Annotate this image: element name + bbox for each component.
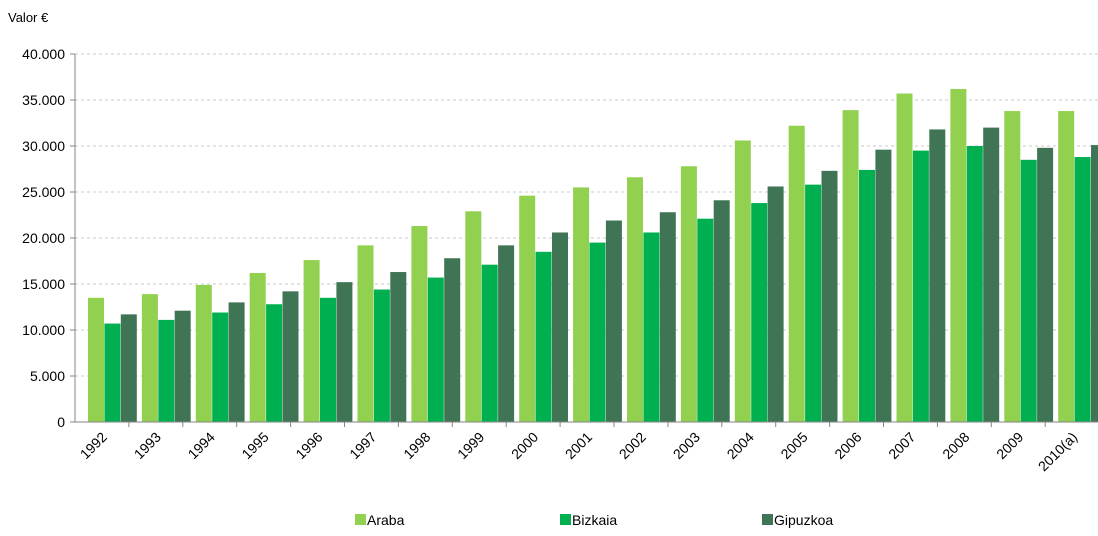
x-tick-label: 2001 [562,429,595,462]
axes [74,54,1098,427]
bar-araba-2007 [896,93,913,422]
bar-araba-2010(a) [1058,111,1075,422]
bar-gipuzkoa-1997 [390,272,407,422]
x-tick-label: 2003 [670,429,703,462]
x-tick-label: 2010(a) [1035,429,1080,474]
y-tick-label: 30.000 [22,138,65,154]
bar-araba-2004 [734,140,751,423]
bar-araba-2006 [842,110,859,423]
bar-araba-1997 [357,245,374,422]
bar-bizkaia-1996 [320,297,336,422]
x-tick-label: 2005 [777,429,810,462]
x-tick-label: 2004 [724,429,757,462]
bar-araba-2005 [788,125,805,422]
y-tick-label: 10.000 [22,322,65,338]
bar-araba-2003 [680,166,697,422]
legend-label-araba: Araba [367,512,405,528]
bar-bizkaia-2010(a) [1074,157,1091,423]
x-tick-label: 2007 [885,429,918,462]
y-tick-label: 5.000 [30,368,65,384]
bar-gipuzkoa-1998 [444,258,461,422]
bar-araba-1994 [195,284,212,422]
x-tick-label: 2008 [939,429,972,462]
legend-swatch-araba [355,514,366,525]
legend-swatch-gipuzkoa [762,514,773,525]
y-tick-label: 0 [57,414,65,430]
x-tick-labels: 1992 1993 1994 1995 1996 1997 1998 1999 2000 2001… [77,429,1081,475]
legend-label-gipuzkoa: Gipuzkoa [774,512,833,528]
bar-araba-1996 [303,260,320,422]
bars [88,88,1098,423]
x-tick-label: 1993 [131,429,164,462]
bar-bizkaia-2007 [912,150,929,422]
bar-bizkaia-1994 [212,312,229,422]
bar-araba-2008 [950,88,967,423]
x-tick-label: 1997 [346,429,379,462]
bar-gipuzkoa-1995 [282,291,299,422]
x-tick-label: 1999 [454,429,487,462]
x-tick-label: 1998 [400,429,433,462]
x-tick-label: 1992 [77,429,110,462]
bar-gipuzkoa-2000 [552,232,568,422]
x-tick-label: 2002 [616,429,649,462]
bar-gipuzkoa-2010(a) [1091,145,1098,422]
bar-gipuzkoa-2005 [821,170,838,422]
bar-araba-1999 [465,211,482,422]
bar-bizkaia-2009 [1020,159,1037,423]
bar-bizkaia-2000 [535,251,552,422]
x-tick-label: 1994 [185,429,218,462]
bar-bizkaia-1992 [104,323,121,422]
bar-gipuzkoa-1996 [336,282,353,422]
legend-label-bizkaia: Bizkaia [572,512,617,528]
bar-gipuzkoa-2004 [767,186,784,422]
y-axis-label: Valor € [8,10,49,25]
bar-bizkaia-1993 [158,319,175,422]
legend-swatch-bizkaia [560,514,571,525]
bar-bizkaia-2008 [966,146,983,422]
bar-gipuzkoa-2008 [983,127,1000,422]
bar-gipuzkoa-1993 [174,310,191,422]
bar-bizkaia-1997 [373,289,390,422]
y-tick-label: 20.000 [22,230,65,246]
y-tick-labels: 0 5.000 10.000 15.000 20.000 25.000 30.000 35.0… [22,46,65,430]
x-tick-label: 2009 [993,429,1026,462]
bar-bizkaia-2006 [859,169,875,422]
bar-gipuzkoa-1992 [120,314,137,422]
bar-gipuzkoa-2002 [659,212,676,422]
bar-araba-1998 [411,226,428,422]
bar-araba-2009 [1004,111,1021,422]
bar-bizkaia-2002 [643,232,660,422]
bar-araba-2001 [573,187,590,422]
bar-araba-1992 [88,297,104,422]
bar-gipuzkoa-1999 [498,245,515,422]
bar-bizkaia-1998 [427,277,444,422]
y-tick-label: 40.000 [22,46,65,62]
x-tick-label: 1995 [238,429,271,462]
y-tick-label: 15.000 [22,276,65,292]
bar-gipuzkoa-2006 [875,149,892,422]
y-tick-label: 25.000 [22,184,65,200]
bar-gipuzkoa-2001 [605,220,622,422]
bar-gipuzkoa-2009 [1037,147,1054,422]
bar-araba-1993 [141,294,158,422]
bar-gipuzkoa-2007 [929,129,946,422]
y-tick-label: 35.000 [22,92,65,108]
bar-bizkaia-2005 [805,184,822,422]
bar-bizkaia-1999 [481,264,498,422]
bar-araba-2002 [627,177,643,422]
x-tick-label: 1996 [292,429,325,462]
bar-bizkaia-2003 [697,218,714,422]
bar-gipuzkoa-1994 [228,302,245,422]
x-tick-label: 2000 [508,429,541,462]
bar-araba-1995 [249,272,266,422]
bar-gipuzkoa-2003 [713,200,730,422]
legend: Araba Bizkaia Gipuzkoa [355,512,833,528]
bar-bizkaia-2004 [751,203,768,422]
bar-bizkaia-2001 [589,242,606,422]
bar-bizkaia-1995 [266,304,283,422]
bar-araba-2000 [519,195,536,422]
x-tick-label: 2006 [831,429,864,462]
